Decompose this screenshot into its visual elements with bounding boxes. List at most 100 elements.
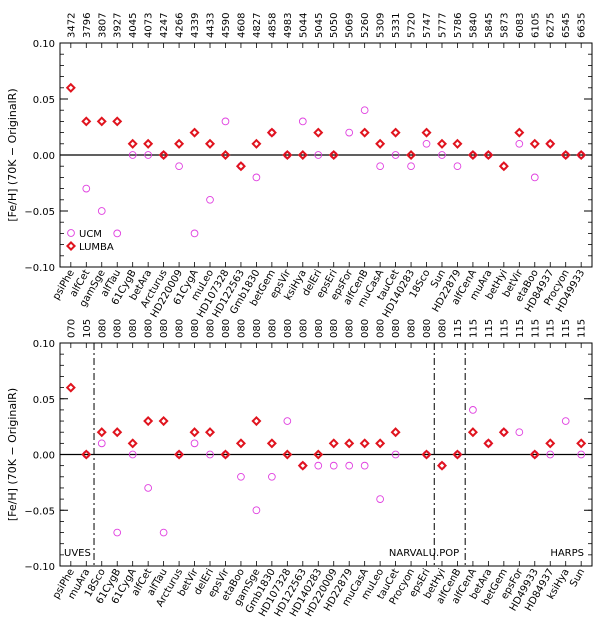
lumba-point [545,438,556,449]
ucm-point [407,162,415,171]
ucm-point [252,506,261,515]
ucm-point [113,229,122,238]
top-tick-label: 080 [236,319,247,338]
y-tick-label: −0.05 [24,506,55,517]
top-tick-label: 5845 [484,13,495,38]
y-tick-label: −0.05 [24,207,55,218]
top-tick-label: 080 [360,319,371,338]
ucm-point [422,139,431,148]
ucm-point [391,450,400,459]
top-tick-label: 4266 [175,13,186,38]
legend-lumba-marker [65,240,77,252]
ucm-point [515,139,524,148]
top-tick-label: 080 [221,319,232,338]
top-tick-label: 115 [499,319,510,338]
lumba-point [189,127,200,138]
lumba-point [204,138,216,149]
top-tick-label: 5720 [407,13,418,38]
top-tick-label: 080 [422,319,433,338]
top-tick-label: 3796 [82,13,93,38]
lumba-point [328,438,339,449]
lumba-point [220,449,231,460]
lumba-point [96,427,107,438]
legend-ucm-marker [67,229,75,237]
lumba-point [483,149,494,161]
top-tick-label: 4590 [221,13,232,38]
lumba-point [313,127,324,138]
top-tick-label: 115 [561,319,572,338]
ucm-point [144,151,153,159]
lumba-point [375,438,386,449]
ucm-point [329,461,338,470]
top-tick-label: 3472 [66,13,77,38]
lumba-point [498,161,509,172]
lumba-point [545,138,556,149]
ucm-point [190,439,199,448]
lumba-point [96,116,107,127]
ucm-point [82,184,91,193]
top-tick-label: 080 [97,319,108,338]
lumba-point [576,149,587,161]
top-tick-label: 070 [66,319,77,338]
lumba-point [266,438,277,449]
ucm-point [546,450,555,459]
lumba-point [421,449,432,460]
ucm-point [314,151,323,159]
ucm-point [97,439,106,448]
ucm-point [175,162,183,171]
top-tick-label: 5260 [360,13,371,38]
top-tick-label: 4339 [190,13,201,38]
lumba-point [235,161,246,172]
ucm-point [561,417,570,425]
legend-lumba-label: LUMBA [79,242,114,253]
lumba-point [235,438,246,449]
lumba-point [282,149,293,161]
top-tick-label: 105 [82,319,93,338]
top-tick-label: 6545 [561,13,572,38]
category-label: Sun [568,567,587,589]
y-tick-label: 0.00 [33,451,55,462]
top-tick-label: 115 [453,319,464,338]
lumba-point [313,449,324,460]
lumba-point [498,427,509,438]
ucm-point [453,162,462,171]
lumba-point [189,427,200,438]
top-tick-label: 080 [267,319,278,338]
ucm-point [221,117,230,126]
top-tick-label: 5747 [422,13,433,38]
lumba-point [452,449,463,460]
y-axis-label: [Fe/H] (70K − OriginalR) [6,388,19,521]
ucm-point [577,450,586,459]
ucm-point [159,528,168,537]
lumba-point [467,427,478,438]
lumba-point [112,116,123,127]
lumba-point [251,416,262,427]
ucm-point [206,195,214,204]
top-tick-label: 6083 [515,13,526,38]
bottom-panel: −0.10 −0.05 0.00 0.05 0.10 [Fe/H] (70K − Orig… [6,319,593,617]
lumba-point [436,460,448,471]
lumba-point [421,127,432,138]
ucm-point [345,128,354,137]
lumba-point [328,149,339,161]
lumba-point [65,382,76,393]
top-tick-label: 080 [128,319,139,338]
lumba-point [158,149,169,161]
group-label: UVES [64,548,91,559]
top-tick-label: 5069 [345,13,356,38]
ucm-point [268,472,276,481]
ucm-point [469,406,477,414]
top-tick-label: 5873 [499,13,510,38]
ucm-point [314,461,323,470]
top-tick-label: 080 [252,319,263,338]
lumba-point [529,138,540,149]
lumba-point [220,149,231,161]
top-tick-label: 4073 [144,13,155,38]
top-tick-label: 115 [530,319,541,338]
ucm-point [190,229,199,238]
ucm-point [298,117,307,126]
top-tick-label: 115 [577,319,588,338]
lumba-point [266,127,277,138]
top-tick-label: 6105 [530,13,541,38]
lumba-point [467,149,478,161]
